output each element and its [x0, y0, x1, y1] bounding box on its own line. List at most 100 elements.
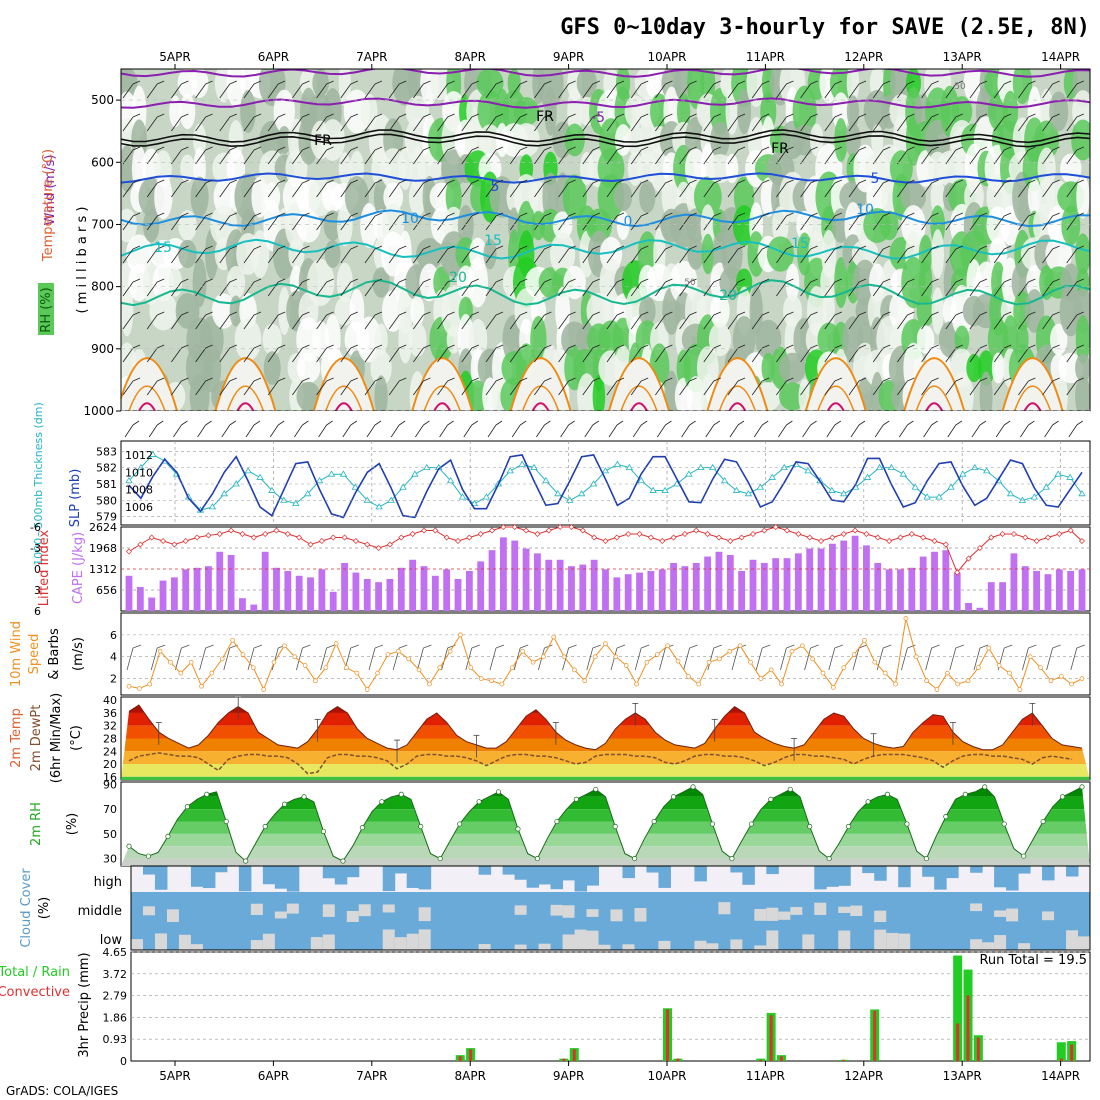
- cloud-ylabel: Cloud Cover: [19, 868, 34, 948]
- wind-barb: [146, 245, 165, 264]
- rh2m-tick-label: 30: [103, 853, 117, 866]
- wind-barb: [1018, 245, 1036, 264]
- thickness-marker: [125, 476, 133, 484]
- wind-barb: [534, 311, 552, 330]
- thickness-marker: [411, 470, 419, 477]
- wind-barb: [1018, 146, 1036, 165]
- wind-barb: [316, 179, 334, 198]
- wind-barb: [485, 245, 504, 264]
- wind-barb: [824, 146, 842, 165]
- cloud-middle-bar: [598, 892, 611, 922]
- cloud-low-bar: [610, 922, 623, 950]
- cape-bar: [738, 570, 746, 611]
- cape-bar: [125, 575, 133, 611]
- rh2m-marker: [437, 856, 443, 862]
- wind-barb: [655, 344, 673, 363]
- cloud-middle-gap: [274, 911, 288, 919]
- wind-barb: [534, 212, 552, 231]
- wind-barb: [122, 113, 141, 132]
- wind-barb: [897, 377, 915, 396]
- cloud-middle-gap: [874, 910, 887, 925]
- cloud-middle-gap: [346, 911, 360, 924]
- wind10m-speed-marker: [230, 637, 235, 643]
- rh-cell: [1012, 69, 1033, 105]
- lifted-index-marker: [386, 541, 393, 548]
- top-date-label: 9APR: [553, 50, 584, 64]
- wind-barb: [1066, 278, 1084, 297]
- wind-barb: [703, 311, 721, 330]
- cloud-high-bar: [346, 866, 360, 878]
- cloud-middle-bar: [934, 892, 947, 922]
- wind-barb: [1066, 245, 1084, 264]
- cloud-low-bar: [646, 922, 659, 950]
- dewpt-line: [128, 752, 1073, 775]
- rh-cell: [687, 238, 704, 270]
- cloud-low-gap: [1078, 936, 1091, 950]
- contour-label: 0: [624, 214, 633, 230]
- wind10m-speed-marker: [292, 654, 298, 660]
- wind-barb: [219, 146, 237, 165]
- thickness-marker: [232, 480, 240, 487]
- wind10m-speed-marker: [240, 652, 246, 657]
- rh-cell: [296, 381, 321, 411]
- wind-barb: [993, 344, 1012, 363]
- thickness-marker: [911, 483, 919, 490]
- wind10m-barb: [150, 644, 166, 671]
- wind-barb: [534, 377, 552, 396]
- rh-cell: [637, 231, 657, 277]
- rh-cell: [627, 124, 643, 156]
- slp-ticks: 583 582 581 580 579 1012 1010 1008 1006: [96, 445, 1090, 524]
- wind10m-ylabel-a: 10m Wind: [9, 621, 24, 687]
- cape-tick-label: 2624: [89, 521, 117, 534]
- wind-barb: [219, 311, 237, 330]
- wind-barb: [897, 311, 915, 330]
- lifted-index-marker: [727, 538, 734, 544]
- lifted-index-marker: [670, 534, 677, 541]
- surface-wind-barb: [197, 420, 212, 438]
- wind-barb: [800, 344, 818, 363]
- rh-cell: [901, 205, 926, 246]
- cloud-high-bar: [562, 866, 576, 881]
- thickness-marker: [637, 476, 645, 484]
- wind10m-barb: [683, 644, 698, 671]
- rh-cell: [746, 69, 766, 107]
- wind-barb: [171, 245, 189, 264]
- rh2m-marker: [612, 823, 618, 830]
- rh-cell: [251, 176, 269, 218]
- temperature-dome-magenta: [138, 402, 156, 411]
- wind-barb: [146, 146, 165, 165]
- temperature-dome-orange: [903, 357, 966, 411]
- wind10m-barb: [1022, 644, 1037, 671]
- cape-bar: [205, 566, 212, 611]
- rh-cell: [599, 258, 623, 307]
- lifted-index-marker: [659, 538, 666, 544]
- cloud-middle-bar: [202, 892, 216, 922]
- wind-barb: [146, 179, 165, 198]
- wind10m-speed-marker: [178, 670, 184, 676]
- surface-wind-barb: [681, 420, 696, 438]
- temp2m-line: [128, 704, 1083, 751]
- wind-barb: [751, 278, 770, 297]
- thickness-marker: [315, 476, 324, 484]
- temp2m-band: [121, 738, 1090, 752]
- wind-barb: [267, 212, 286, 231]
- wind10m-barb: [1070, 644, 1085, 671]
- upper-air-surface-strip: [121, 411, 1090, 439]
- cloud-middle-bar: [1030, 892, 1043, 922]
- rh-cell: [1075, 375, 1090, 411]
- wind-barb: [872, 311, 891, 330]
- wind-barb: [388, 278, 407, 297]
- cape-bar: [341, 562, 348, 611]
- wind10m-speed-marker: [188, 659, 194, 665]
- wind-barb: [243, 311, 262, 330]
- wind-barb: [219, 113, 237, 132]
- cape-bar: [363, 578, 371, 611]
- wind-barb: [751, 311, 770, 330]
- rh2m-marker: [884, 791, 891, 797]
- wind10m-barb: [828, 644, 843, 671]
- wind10m-speed-marker: [1027, 654, 1033, 660]
- wind-barb: [1018, 377, 1036, 396]
- top-date-label: 5APR: [159, 50, 190, 64]
- wind-barb: [558, 179, 576, 198]
- lifted-index-marker: [182, 538, 189, 544]
